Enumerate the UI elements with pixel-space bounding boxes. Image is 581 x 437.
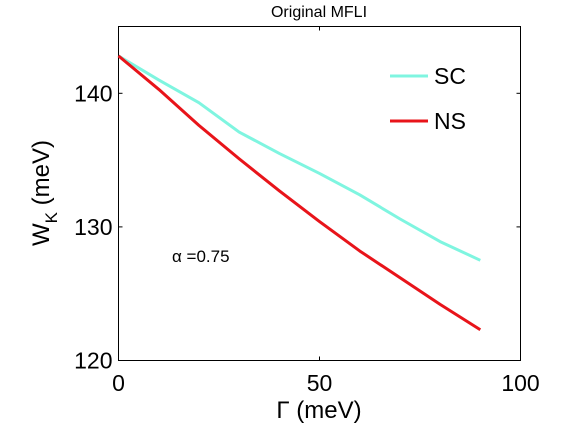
series-lines (117, 54, 482, 332)
y-axis-label-unit: (meV) (28, 140, 55, 212)
legend-label-sc: SC (434, 63, 466, 89)
x-tick-label: 0 (112, 370, 125, 396)
alpha-annotation: α =0.75 (172, 247, 230, 266)
x-tick-label: 100 (501, 370, 539, 396)
series-line-ns (117, 54, 482, 332)
plot-area (118, 26, 521, 361)
y-axis-label: WK (meV) (28, 140, 61, 246)
x-axis-label: Γ (meV) (276, 397, 361, 424)
axis-ticks (118, 26, 521, 361)
x-tick-label: 50 (307, 370, 333, 396)
chart-title: Original MFLI (271, 4, 367, 21)
tick-labels: 0 50 100 120 130 140 (74, 80, 540, 396)
legend-label-ns: NS (434, 108, 466, 134)
y-tick-label: 140 (74, 80, 112, 106)
y-axis-label-main: W (28, 223, 55, 246)
y-axis-label-subscript: K (42, 211, 61, 223)
legend: SC NS (390, 63, 466, 134)
y-tick-label: 120 (74, 348, 112, 374)
series-line-sc (117, 54, 481, 262)
y-tick-label: 130 (74, 214, 112, 240)
